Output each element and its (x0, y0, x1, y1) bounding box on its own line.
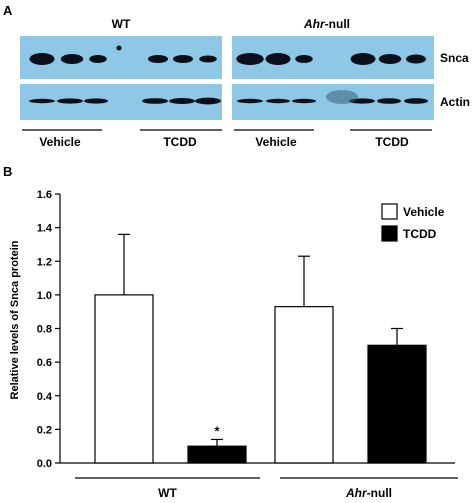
y-tick-label: 1.2 (37, 256, 52, 268)
bar-vehicle-1 (274, 306, 334, 464)
y-tick-label: 0.0 (37, 458, 52, 470)
group-label-ahr-null: Ahr-null (303, 17, 350, 31)
snca-band (89, 55, 107, 63)
actin-band (169, 98, 195, 104)
y-tick-label: 1.6 (37, 189, 52, 201)
row-label-snca: Snca (440, 51, 469, 65)
bar-vehicle-0 (94, 294, 154, 464)
snca-band (173, 55, 193, 63)
actin-band (266, 98, 290, 104)
actin-band (195, 97, 221, 105)
treatment-label-ahr-vehicle: Vehicle (255, 135, 297, 149)
actin-band (292, 98, 316, 104)
panel-b-letter: B (3, 164, 12, 179)
snca-band (406, 54, 426, 64)
treatment-label-wt-tcdd: TCDD (163, 135, 197, 149)
actin-band (404, 98, 428, 104)
legend-label-vehicle: Vehicle (403, 205, 445, 219)
blot-bands (29, 45, 428, 105)
snca-band (199, 55, 217, 63)
snca-band (295, 55, 313, 63)
panel-a-letter: A (3, 3, 13, 18)
y-tick-label: 0.2 (37, 424, 52, 436)
snca-band (378, 54, 402, 64)
significance-mark: * (214, 423, 220, 438)
legend-swatch-vehicle (381, 203, 398, 220)
blot-speck (116, 45, 122, 51)
x-category-label: WT (158, 486, 177, 500)
actin-band (57, 98, 83, 104)
snca-band (350, 53, 376, 65)
blot-smear (326, 90, 358, 104)
bar-tcdd-0 (187, 445, 247, 464)
y-tick-label: 1.0 (37, 290, 52, 302)
snca-band (265, 53, 291, 65)
treatment-label-wt-vehicle: Vehicle (39, 135, 81, 149)
snca-band (60, 54, 84, 64)
actin-band (377, 98, 401, 104)
x-category-label: Ahr-null (345, 486, 392, 500)
y-tick-label: 0.8 (37, 324, 52, 336)
legend-label-tcdd: TCDD (403, 227, 437, 241)
y-tick-label: 0.6 (37, 357, 52, 369)
snca-band (29, 53, 55, 65)
western-blots (20, 36, 434, 120)
actin-band (29, 98, 55, 104)
actin-band (84, 98, 108, 104)
bar-tcdd-1 (367, 344, 427, 464)
row-label-actin: Actin (440, 95, 470, 109)
treatment-label-ahr-tcdd: TCDD (375, 135, 409, 149)
legend-swatch-tcdd (381, 225, 398, 242)
actin-band (142, 98, 168, 104)
group-label-wt: WT (112, 17, 131, 31)
snca-band (236, 53, 264, 65)
y-tick-label: 1.4 (37, 223, 53, 235)
y-tick-label: 0.4 (37, 391, 53, 403)
y-axis-label: Relative levels of Snca protein (9, 240, 21, 399)
bar-chart: 0.0 0.2 0.4 0.6 0.8 1.0 1.2 1.4 1.6 * WT Ahr-null Ve… (37, 189, 458, 500)
actin-band (237, 98, 263, 104)
snca-band (148, 55, 168, 63)
